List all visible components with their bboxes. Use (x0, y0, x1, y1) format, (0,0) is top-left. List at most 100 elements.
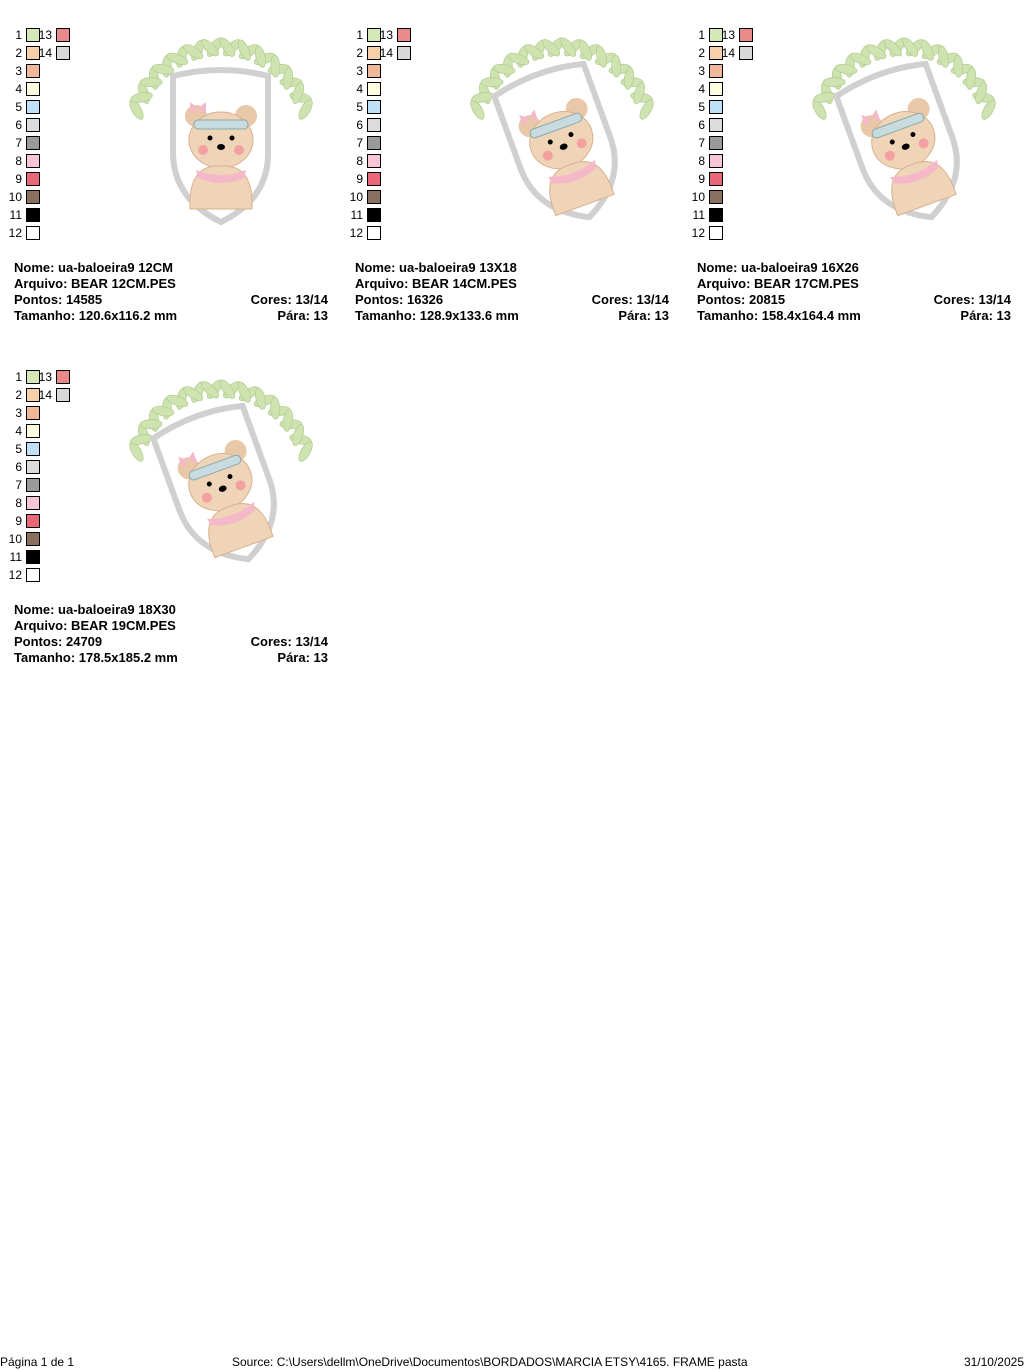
swatch-color (26, 64, 40, 78)
embroidery-preview (129, 37, 313, 226)
swatch-number: 6 (15, 460, 22, 474)
stop-count: Pára: 13 (277, 650, 328, 665)
swatch-color (26, 208, 40, 222)
design-card: 1 2 3 4 5 6 7 8 9 10 11 12 13 14 Nome: ua-baloeira9 1… (692, 28, 1011, 348)
swatch-number: 11 (9, 208, 22, 222)
swatch-number: 4 (15, 424, 22, 438)
swatch-color (739, 28, 753, 42)
swatch-color (26, 118, 40, 132)
stop-count: Pára: 13 (618, 308, 669, 323)
swatch-color (709, 100, 723, 114)
print-date: 31/10/2025 (963, 1355, 1024, 1369)
design-file: Arquivo: BEAR 14CM.PES (355, 276, 517, 291)
swatch-number: 9 (698, 172, 705, 186)
design-card: 1 2 3 4 5 6 7 8 9 10 11 12 13 14 Nome: ua-baloeira9 1… (9, 28, 328, 348)
design-name: Nome: ua-baloeira9 13X18 (355, 260, 517, 275)
swatch-number: 2 (15, 388, 22, 402)
swatch-number: 7 (15, 478, 22, 492)
swatch-number: 12 (349, 226, 363, 240)
swatch-number: 1 (698, 28, 705, 42)
swatch-number: 2 (356, 46, 363, 60)
stop-count: Pára: 13 (277, 308, 328, 323)
swatch-color (709, 154, 723, 168)
swatch-color (397, 46, 411, 60)
swatch-color (26, 154, 40, 168)
swatch-color (26, 532, 40, 546)
embroidery-preview (470, 37, 654, 221)
design-size: Tamanho: 120.6x116.2 mm (14, 308, 178, 323)
design-info: Nome: ua-baloeira9 18X30 Arquivo: BEAR 1… (14, 602, 328, 666)
swatch-color (26, 478, 40, 492)
swatch-color (367, 172, 381, 186)
swatch-color (709, 64, 723, 78)
swatch-number: 13 (38, 370, 52, 384)
design-file: Arquivo: BEAR 17CM.PES (697, 276, 859, 291)
page-number: Página 1 de 1 (0, 1355, 75, 1369)
swatch-color (26, 496, 40, 510)
color-count: Cores: 13/14 (933, 292, 1011, 307)
swatch-color (397, 28, 411, 42)
swatch-color (709, 190, 723, 204)
swatch-number: 4 (15, 82, 22, 96)
swatch-number: 1 (15, 370, 22, 384)
swatch-color (709, 28, 723, 42)
swatch-number: 8 (15, 154, 22, 168)
swatch-number: 6 (356, 118, 363, 132)
swatch-number: 13 (38, 28, 52, 42)
swatch-number: 8 (356, 154, 363, 168)
swatch-number: 1 (356, 28, 363, 42)
swatch-number: 4 (698, 82, 705, 96)
swatch-color (367, 154, 381, 168)
swatch-number: 3 (15, 64, 22, 78)
swatch-color (709, 172, 723, 186)
design-card: 1 2 3 4 5 6 7 8 9 10 11 12 13 14 Nome: ua-baloeira9 1… (9, 370, 328, 690)
swatch-number: 10 (691, 190, 705, 204)
design-info: Nome: ua-baloeira9 12CM Arquivo: BEAR 12… (14, 260, 328, 324)
design-size: Tamanho: 158.4x164.4 mm (697, 308, 861, 323)
swatch-number: 5 (698, 100, 705, 114)
swatch-color (367, 64, 381, 78)
swatch-color (26, 172, 40, 186)
embroidery-preview (129, 379, 313, 563)
swatch-number: 9 (15, 514, 22, 528)
design-size: Tamanho: 128.9x133.6 mm (355, 308, 519, 323)
swatch-number: 5 (15, 442, 22, 456)
swatch-color (709, 208, 723, 222)
swatch-number: 14 (38, 46, 52, 60)
design-size: Tamanho: 178.5x185.2 mm (14, 650, 178, 665)
swatch-number: 11 (9, 550, 22, 564)
swatch-number: 2 (15, 46, 22, 60)
stitch-count: Pontos: 16326 (355, 292, 444, 307)
swatch-color (367, 208, 381, 222)
swatch-number: 1 (15, 28, 22, 42)
swatch-color (26, 46, 40, 60)
swatch-number: 3 (698, 64, 705, 78)
swatch-number: 7 (356, 136, 363, 150)
swatch-color (56, 388, 70, 402)
swatch-number: 5 (356, 100, 363, 114)
swatch-color (56, 46, 70, 60)
color-count: Cores: 13/14 (591, 292, 669, 307)
swatch-color (26, 82, 40, 96)
swatch-number: 2 (698, 46, 705, 60)
swatch-color (26, 28, 40, 42)
swatch-color (739, 46, 753, 60)
swatch-number: 11 (692, 208, 705, 222)
swatch-number: 3 (15, 406, 22, 420)
swatch-color (367, 190, 381, 204)
swatch-number: 6 (698, 118, 705, 132)
swatch-color (367, 136, 381, 150)
design-name: Nome: ua-baloeira9 12CM (14, 260, 173, 275)
swatch-number: 14 (38, 388, 52, 402)
swatch-color (26, 406, 40, 420)
embroidery-preview (812, 37, 996, 221)
swatch-color (367, 28, 381, 42)
swatch-color (367, 226, 381, 240)
design-file: Arquivo: BEAR 12CM.PES (14, 276, 176, 291)
swatch-color (367, 46, 381, 60)
color-count: Cores: 13/14 (250, 292, 328, 307)
stitch-count: Pontos: 14585 (14, 292, 103, 307)
design-info: Nome: ua-baloeira9 16X26 Arquivo: BEAR 1… (697, 260, 1011, 324)
swatch-number: 3 (356, 64, 363, 78)
